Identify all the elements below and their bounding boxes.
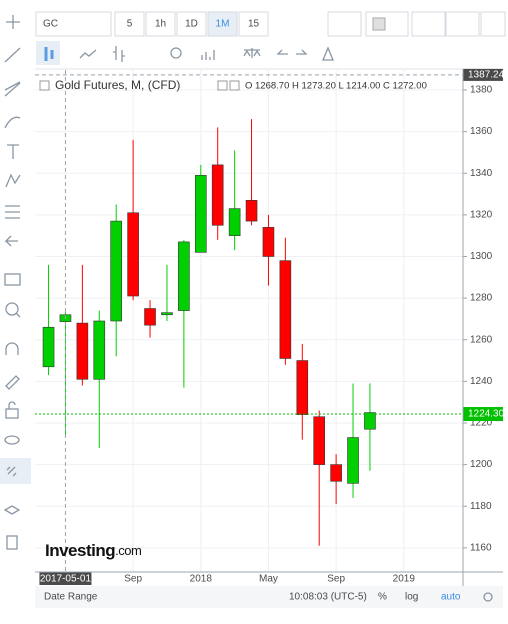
load-button[interactable] <box>445 11 480 37</box>
interval-button[interactable] <box>207 11 238 37</box>
candle-body <box>262 227 275 257</box>
candle-body <box>347 437 359 484</box>
interval-label: 1D <box>185 19 198 30</box>
candle-body <box>330 464 342 482</box>
y-tick-label: 1320 <box>470 209 493 220</box>
date-range[interactable]: Date Range <box>44 592 98 603</box>
ohlc-text: O 1268.70 H 1273.20 L 1214.00 C 1272.00 <box>245 81 427 92</box>
candle-body <box>211 164 224 226</box>
clock: 10:08:03 (UTC-5) <box>289 592 367 603</box>
candle-body <box>364 412 376 430</box>
log-toggle[interactable]: log <box>405 592 418 603</box>
left-toolbar <box>0 0 31 619</box>
crosshair-y-label: 1387.24 <box>468 70 505 81</box>
watermark-brand: Investing.com <box>45 541 141 560</box>
candle-body <box>228 208 241 236</box>
candle-body <box>42 326 55 368</box>
x-tick-label: Sep <box>124 574 142 585</box>
symbol-box[interactable] <box>35 11 112 37</box>
candle-body <box>194 175 207 253</box>
last-price-box <box>463 407 503 422</box>
interval-label: 5 <box>127 19 133 30</box>
x-tick-label: Sep <box>327 574 345 585</box>
chart-tools[interactable] <box>36 41 334 65</box>
percent-toggle[interactable]: % <box>378 592 387 603</box>
y-tick-label: 1200 <box>470 459 493 470</box>
candle-body <box>296 360 309 415</box>
fullscreen-button[interactable] <box>480 11 506 37</box>
y-tick-label: 1280 <box>470 293 493 304</box>
color-button[interactable] <box>365 11 409 37</box>
drawing-tools[interactable] <box>0 15 31 550</box>
interval-button[interactable] <box>114 11 145 37</box>
crosshair-y-box <box>463 68 503 81</box>
crosshair-x-box <box>39 572 92 585</box>
y-tick-label: 1260 <box>470 334 493 345</box>
interval-button[interactable] <box>176 11 207 37</box>
symbol: GC <box>43 19 58 30</box>
candle-body <box>279 260 292 359</box>
interval-button[interactable] <box>145 11 176 37</box>
candle-body <box>161 312 173 316</box>
crosshair-x-label: 2017-05-01 <box>40 574 92 585</box>
y-tick-label: 1340 <box>470 168 493 179</box>
interval-button[interactable] <box>238 11 269 37</box>
candle-body <box>127 212 139 297</box>
interval-label: 1h <box>155 19 166 30</box>
interval-label: 1M <box>216 19 230 30</box>
candle-body <box>110 220 123 322</box>
candle-body <box>144 308 156 326</box>
last-price-label: 1224.30 <box>468 409 505 420</box>
auto-toggle[interactable]: auto <box>441 592 461 603</box>
x-tick-label: 2018 <box>190 574 213 585</box>
candle-body <box>93 320 106 380</box>
candle-body <box>245 199 258 222</box>
y-tick-label: 1220 <box>470 418 493 429</box>
y-tick-label: 1180 <box>470 501 492 512</box>
interval-label: 15 <box>248 19 260 30</box>
save-button[interactable] <box>411 11 446 37</box>
y-tick-label: 1240 <box>470 376 493 387</box>
screenshot-button[interactable] <box>327 11 362 37</box>
x-tick-label: 2019 <box>393 574 416 585</box>
legend-title: Gold Futures, M, (CFD) <box>55 78 180 92</box>
candle-body <box>178 241 190 311</box>
x-tick-label: May <box>259 574 278 585</box>
y-tick-label: 1160 <box>470 542 492 553</box>
footer-bar <box>35 586 503 608</box>
y-tick-label: 1380 <box>470 85 493 96</box>
candle-body <box>76 322 89 380</box>
y-tick-label: 1360 <box>470 126 493 137</box>
candle-body <box>313 416 326 465</box>
y-tick-label: 1300 <box>470 251 493 262</box>
